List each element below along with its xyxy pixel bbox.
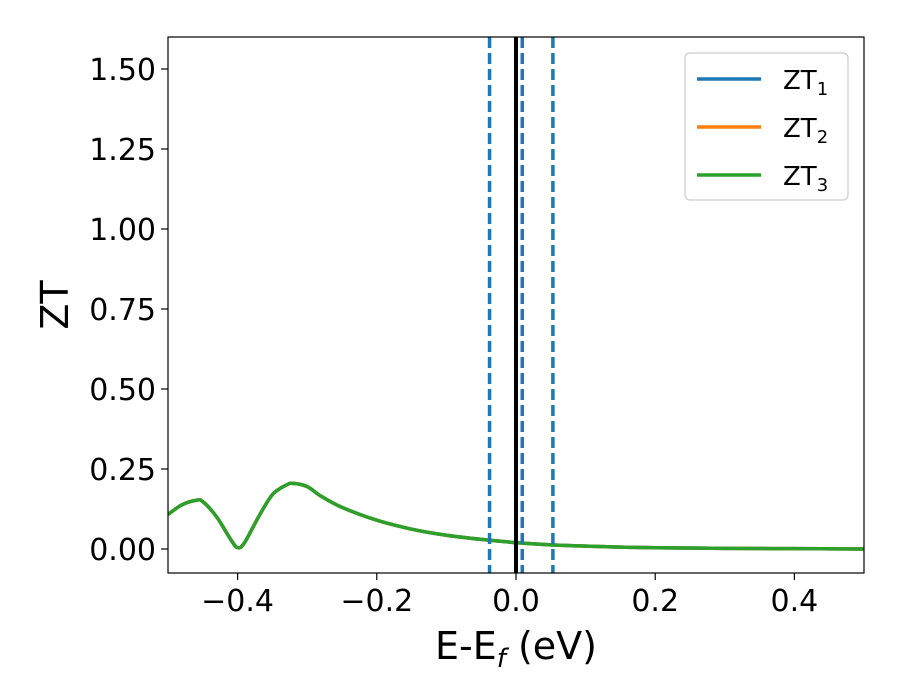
x-axis-label-suffix: (eV) xyxy=(506,624,597,668)
legend-label-3: ZT3 xyxy=(783,162,828,196)
legend: ZT1 ZT2 ZT3 xyxy=(684,52,849,201)
x-tick-label: −0.4 xyxy=(201,584,274,619)
y-axis-label: ZT xyxy=(33,280,77,330)
plot-content xyxy=(168,37,864,573)
y-axis: 0.00 0.25 0.50 0.75 1.00 1.25 1.50 xyxy=(89,53,168,568)
legend-label-1: ZT1 xyxy=(783,66,828,100)
series-line-3 xyxy=(168,481,864,551)
x-tick-label: 0.2 xyxy=(631,584,679,619)
x-tick-label: 0.4 xyxy=(771,584,819,619)
x-axis: −0.4 −0.2 0.0 0.2 0.4 xyxy=(201,573,818,619)
y-tick-label: 0.00 xyxy=(89,533,156,568)
y-tick-label: 0.50 xyxy=(89,373,156,408)
x-tick-label: 0.0 xyxy=(492,584,540,619)
y-tick-label: 0.75 xyxy=(89,293,156,328)
y-tick-label: 1.00 xyxy=(89,213,156,248)
x-tick-label: −0.2 xyxy=(340,584,413,619)
y-tick-label: 1.50 xyxy=(89,53,156,88)
x-axis-label: E-Ef (eV) xyxy=(435,624,597,674)
legend-label-2: ZT2 xyxy=(783,114,828,148)
x-axis-label-main: E-E xyxy=(435,624,497,668)
legend-box xyxy=(684,52,849,201)
y-tick-label: 1.25 xyxy=(89,133,156,168)
y-tick-label: 0.25 xyxy=(89,453,156,488)
